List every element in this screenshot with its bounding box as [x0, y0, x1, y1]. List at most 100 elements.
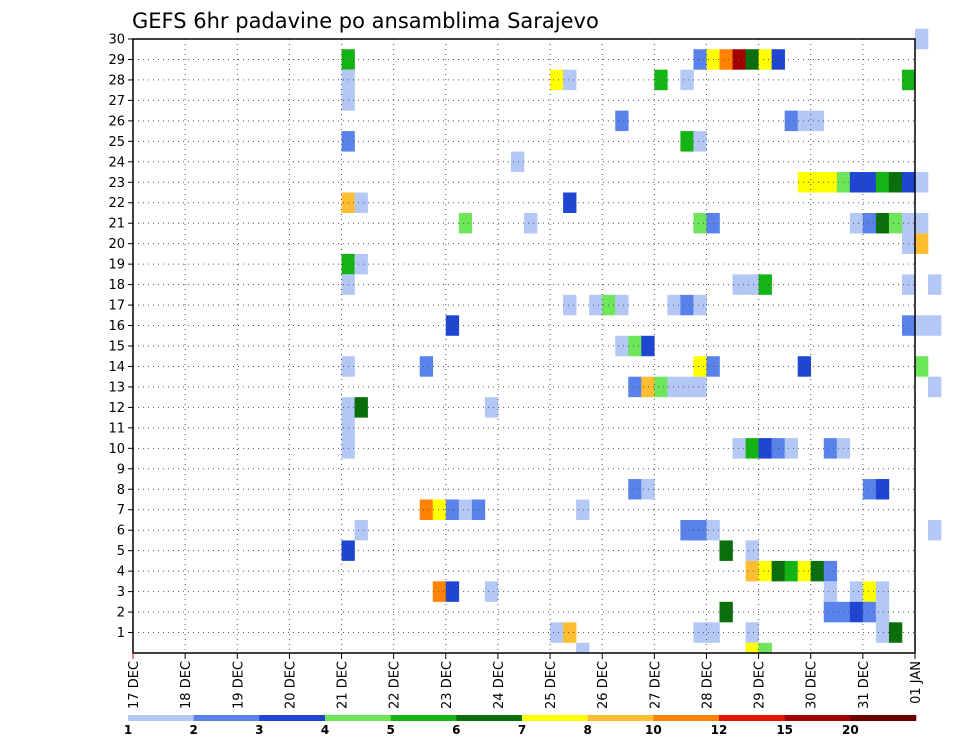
precip-cell — [797, 110, 812, 132]
precip-cell — [654, 69, 668, 91]
x-tick-label: 20 DEC — [283, 661, 298, 709]
colorbar-label: 1 — [124, 723, 132, 737]
chart-title: GEFS 6hr padavine po ansamblima Sarajevo — [132, 9, 599, 33]
y-axis-ticks: 1234567891011121314151617181920212223242… — [108, 33, 133, 641]
colorbar-swatch — [259, 715, 326, 721]
x-tick-label: 17 DEC — [127, 661, 142, 709]
precip-cell — [419, 499, 434, 520]
precip-cell — [693, 622, 707, 643]
precip-cell — [823, 172, 838, 193]
y-tick-label: 13 — [108, 380, 125, 395]
precip-cell — [458, 212, 473, 234]
y-tick-label: 24 — [108, 155, 125, 170]
precip-cell — [745, 642, 759, 653]
x-tick-label: 28 DEC — [700, 661, 715, 709]
precip-cell — [641, 376, 655, 398]
x-tick-label: 24 DEC — [492, 661, 507, 709]
precip-cell — [550, 69, 564, 91]
precip-cell — [615, 110, 629, 132]
precip-cell — [550, 622, 564, 643]
precip-cell — [680, 69, 694, 91]
precip-cell — [758, 642, 772, 653]
precip-cell — [823, 438, 838, 459]
y-tick-label: 7 — [117, 503, 125, 518]
precip-cell — [758, 49, 772, 70]
precip-cell — [758, 560, 772, 582]
precip-cell — [915, 172, 929, 193]
colorbar-swatch — [587, 715, 654, 721]
precip-cell — [849, 581, 864, 602]
precip-cell — [615, 294, 629, 316]
x-tick-label: 22 DEC — [388, 661, 403, 709]
precip-cell — [576, 499, 590, 520]
precip-cell — [928, 315, 942, 336]
precip-cell — [915, 212, 929, 234]
y-tick-label: 14 — [108, 360, 125, 375]
precip-cell — [797, 560, 812, 582]
precip-cell — [354, 192, 368, 213]
precip-cell — [862, 581, 877, 602]
y-tick-label: 25 — [108, 135, 125, 150]
precip-cell — [576, 642, 590, 653]
precip-cell — [419, 356, 434, 377]
colorbar-label: 2 — [189, 723, 197, 737]
precip-cell — [732, 49, 746, 70]
precip-cell — [589, 294, 603, 316]
colorbar-swatch — [193, 715, 260, 721]
precip-cell — [875, 601, 890, 623]
colorbar-swatch — [522, 715, 588, 721]
precip-cell — [784, 560, 798, 582]
precip-cell — [445, 315, 460, 336]
precip-cell — [810, 172, 825, 193]
precip-cell — [693, 519, 707, 541]
y-tick-label: 18 — [108, 278, 125, 293]
precip-cell — [667, 294, 681, 316]
precip-cell — [784, 438, 798, 459]
precip-cell — [928, 519, 942, 541]
colorbar-label: 10 — [645, 723, 662, 737]
precip-cell — [849, 172, 864, 193]
precip-cell — [888, 622, 903, 643]
precip-cell — [484, 397, 499, 418]
colorbar-swatch — [456, 715, 523, 721]
precip-cell — [797, 356, 812, 377]
precip-cell — [745, 540, 759, 561]
precip-cell — [563, 69, 577, 91]
precip-cell — [862, 172, 877, 193]
y-tick-label: 12 — [108, 401, 125, 416]
precip-cell — [928, 274, 942, 295]
precip-cell — [875, 172, 890, 193]
precip-cell — [849, 212, 864, 234]
precip-cell — [432, 581, 447, 602]
y-tick-label: 28 — [108, 73, 125, 88]
precip-cell — [693, 376, 707, 398]
precip-cell — [458, 499, 473, 520]
precip-cell — [888, 212, 903, 234]
grid-lines — [133, 38, 915, 653]
x-tick-label: 01 JAN — [909, 661, 924, 704]
precip-cell — [680, 131, 694, 152]
x-tick-label: 19 DEC — [231, 661, 246, 709]
precip-cell — [510, 151, 525, 173]
x-tick-label: 29 DEC — [753, 661, 768, 709]
precip-cell — [719, 601, 733, 623]
x-tick-label: 27 DEC — [648, 661, 663, 709]
precip-cell — [641, 479, 655, 500]
precip-cell — [875, 581, 890, 602]
y-tick-label: 15 — [108, 340, 125, 355]
precip-cell — [445, 499, 460, 520]
precip-cell — [915, 356, 929, 377]
precip-cell — [354, 519, 368, 541]
y-tick-label: 5 — [117, 544, 125, 559]
colorbar-swatch — [719, 715, 785, 721]
colorbar-label: 5 — [386, 723, 394, 737]
y-tick-label: 17 — [108, 299, 125, 314]
precip-cell — [862, 479, 877, 500]
precip-cell — [628, 479, 642, 500]
precip-cell — [445, 581, 460, 602]
precip-cell — [524, 212, 538, 234]
precip-cell — [823, 581, 838, 602]
y-tick-label: 19 — [108, 258, 125, 273]
precip-cell — [732, 274, 746, 295]
colorbar-swatch — [325, 715, 391, 721]
